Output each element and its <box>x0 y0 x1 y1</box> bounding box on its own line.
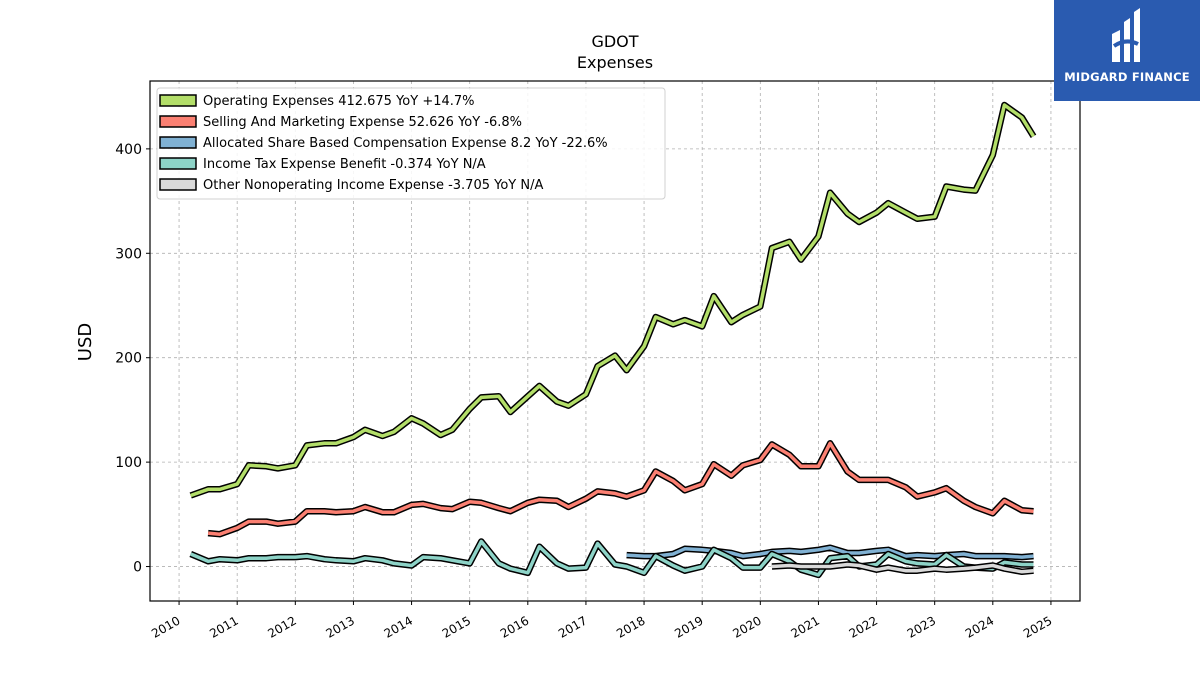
x-tick-label: 2012 <box>265 613 298 640</box>
y-axis-label: USD <box>75 323 96 361</box>
y-tick-label: 300 <box>115 246 142 262</box>
series-5 <box>771 561 1034 576</box>
x-tick-label: 2021 <box>788 613 821 640</box>
x-tick-label: 2015 <box>440 613 473 640</box>
legend-entry: Operating Expenses 412.675 YoY +14.7% <box>203 94 475 109</box>
series-3 <box>626 544 1034 561</box>
x-tick-label: 2013 <box>323 613 356 640</box>
series-2 <box>207 440 1034 538</box>
series-4 <box>189 538 1034 579</box>
x-tick-label: 2019 <box>672 613 705 640</box>
y-tick-label: 0 <box>133 560 142 576</box>
x-axis: 2010 2011 2012 2013 2014 2015 2016 2017 2018 2019… <box>149 601 1054 641</box>
y-tick-label: 200 <box>115 351 142 367</box>
legend-entry: Other Nonoperating Income Expense -3.705… <box>203 178 543 193</box>
series-1 <box>189 101 1037 499</box>
series-layer <box>189 101 1037 579</box>
series-line <box>190 103 1035 498</box>
legend-swatch <box>159 178 197 191</box>
brand-name: MIDGARD FINANCE <box>1064 70 1190 84</box>
y-axis: 0 100 200 300 400 <box>115 142 150 576</box>
brand-logo: MIDGARD FINANCE <box>1054 0 1200 101</box>
x-tick-label: 2018 <box>614 613 647 640</box>
legend-entry: Income Tax Expense Benefit -0.374 YoY N/… <box>203 157 486 172</box>
legend-swatch <box>159 157 197 170</box>
series-line <box>190 539 1034 577</box>
legend-entry: Selling And Marketing Expense 52.626 YoY… <box>203 115 522 130</box>
series-line <box>207 441 1034 536</box>
x-tick-label: 2023 <box>905 613 938 640</box>
x-tick-label: 2017 <box>556 613 589 640</box>
legend-swatch <box>159 136 197 149</box>
legend-swatch <box>159 115 197 128</box>
x-tick-label: 2024 <box>963 613 996 640</box>
y-tick-label: 400 <box>115 142 142 158</box>
x-tick-label: 2016 <box>498 613 531 640</box>
series-line <box>771 562 1034 574</box>
y-tick-label: 100 <box>115 455 142 471</box>
grid-lines <box>150 81 1080 601</box>
legend: Operating Expenses 412.675 YoY +14.7% Sel… <box>156 87 666 200</box>
legend-entry: Allocated Share Based Compensation Expen… <box>203 136 608 151</box>
chart-title: GDOT <box>591 32 638 51</box>
x-tick-label: 2014 <box>382 613 415 640</box>
legend-swatch <box>159 94 197 107</box>
legend-box <box>156 87 666 200</box>
x-tick-label: 2011 <box>207 613 240 640</box>
x-tick-label: 2010 <box>149 613 182 640</box>
plot-frame <box>149 80 1081 602</box>
x-tick-label: 2025 <box>1021 613 1054 640</box>
chart-subtitle: Expenses <box>577 53 653 72</box>
midgard-logo-icon <box>1112 8 1140 62</box>
series-line <box>626 545 1034 559</box>
x-tick-label: 2020 <box>730 613 763 640</box>
x-tick-label: 2022 <box>847 613 880 640</box>
